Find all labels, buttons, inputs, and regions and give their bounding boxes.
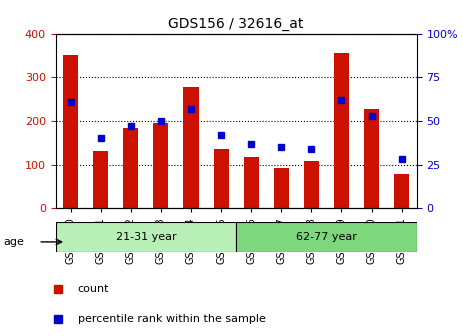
Bar (394, 174, 409, 208)
Bar (93, 151, 108, 208)
Bar (364, 109, 379, 208)
Text: 21-31 year: 21-31 year (116, 232, 176, 242)
FancyBboxPatch shape (56, 222, 236, 252)
Bar (334, 53, 349, 208)
Text: count: count (78, 284, 109, 294)
Bar (274, 168, 289, 208)
Bar (63, 54, 78, 208)
Text: age: age (4, 237, 25, 247)
Bar (183, 87, 199, 208)
Text: percentile rank within the sample: percentile rank within the sample (78, 314, 266, 324)
Bar (244, 157, 259, 208)
Bar (213, 149, 229, 208)
Bar (304, 161, 319, 208)
FancyBboxPatch shape (236, 222, 417, 252)
Bar (153, 123, 169, 208)
Title: GDS156 / 32616_at: GDS156 / 32616_at (169, 17, 304, 31)
Bar (123, 127, 138, 208)
Text: 62-77 year: 62-77 year (296, 232, 357, 242)
